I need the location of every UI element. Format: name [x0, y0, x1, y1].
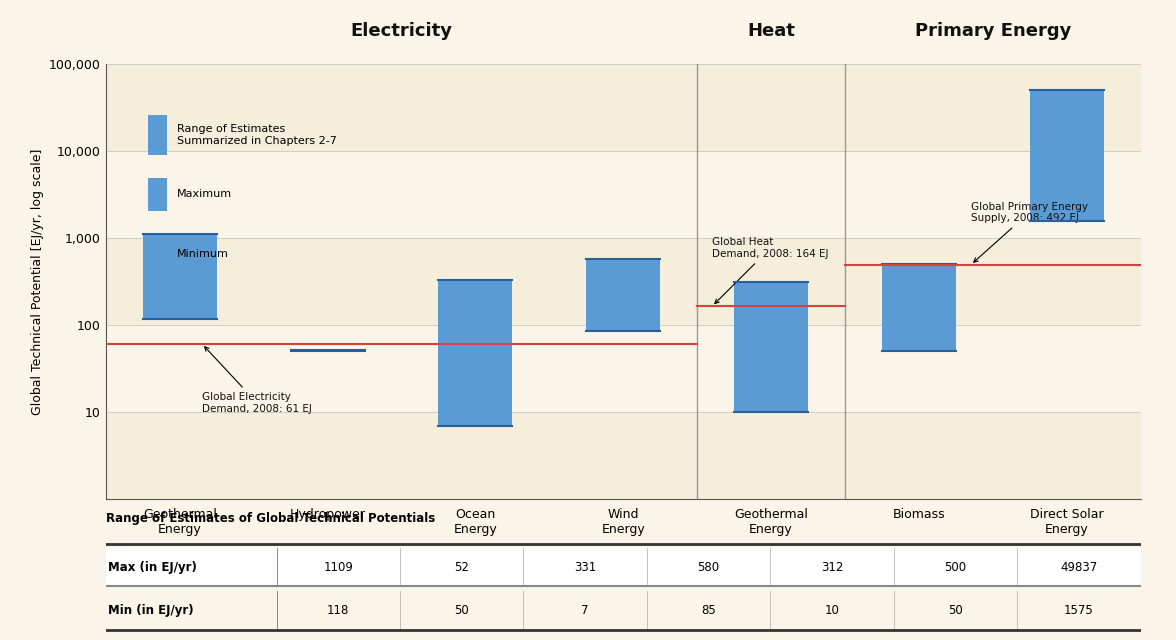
Text: Range of Estimates of Global Technical Potentials: Range of Estimates of Global Technical P…: [106, 512, 435, 525]
Text: 85: 85: [701, 604, 716, 617]
Text: Global Heat
Demand, 2008: 164 EJ: Global Heat Demand, 2008: 164 EJ: [711, 237, 828, 303]
Text: 49837: 49837: [1061, 561, 1097, 573]
Text: Max (in EJ/yr): Max (in EJ/yr): [108, 561, 196, 573]
Text: 10: 10: [824, 604, 840, 617]
Bar: [587, 259, 660, 332]
Text: Global Electricity
Demand, 2008: 61 EJ: Global Electricity Demand, 2008: 61 EJ: [202, 347, 312, 413]
Bar: [734, 282, 808, 412]
Text: 500: 500: [944, 561, 967, 573]
Text: Range of Estimates
Summarized in Chapters 2-7: Range of Estimates Summarized in Chapter…: [178, 124, 338, 146]
Bar: [1030, 90, 1104, 221]
Text: 118: 118: [327, 604, 349, 617]
Text: 312: 312: [821, 561, 843, 573]
Bar: [106, 64, 1141, 151]
Text: Global Primary Energy
Supply, 2008: 492 EJ: Global Primary Energy Supply, 2008: 492 …: [970, 202, 1088, 262]
Text: 1575: 1575: [1064, 604, 1094, 617]
Bar: [290, 350, 365, 351]
Text: 52: 52: [454, 561, 469, 573]
Bar: [148, 244, 167, 263]
Bar: [882, 264, 956, 351]
Text: Maximum: Maximum: [178, 189, 233, 200]
Text: 50: 50: [948, 604, 963, 617]
Y-axis label: Global Technical Potential [EJ/yr, log scale]: Global Technical Potential [EJ/yr, log s…: [31, 148, 44, 415]
Text: Min (in EJ/yr): Min (in EJ/yr): [108, 604, 194, 617]
Bar: [106, 238, 1141, 325]
Bar: [106, 591, 1141, 630]
Bar: [106, 548, 1141, 586]
Bar: [142, 234, 216, 319]
Bar: [148, 115, 167, 156]
Text: Heat: Heat: [747, 22, 795, 40]
Bar: [439, 280, 513, 426]
Text: Primary Energy: Primary Energy: [915, 22, 1071, 40]
Text: Electricity: Electricity: [350, 22, 453, 40]
Text: 50: 50: [454, 604, 469, 617]
Text: 580: 580: [697, 561, 720, 573]
Text: Minimum: Minimum: [178, 249, 229, 259]
Bar: [106, 412, 1141, 499]
Text: 331: 331: [574, 561, 596, 573]
Text: 1109: 1109: [323, 561, 353, 573]
Bar: [148, 178, 167, 211]
Text: 7: 7: [581, 604, 589, 617]
